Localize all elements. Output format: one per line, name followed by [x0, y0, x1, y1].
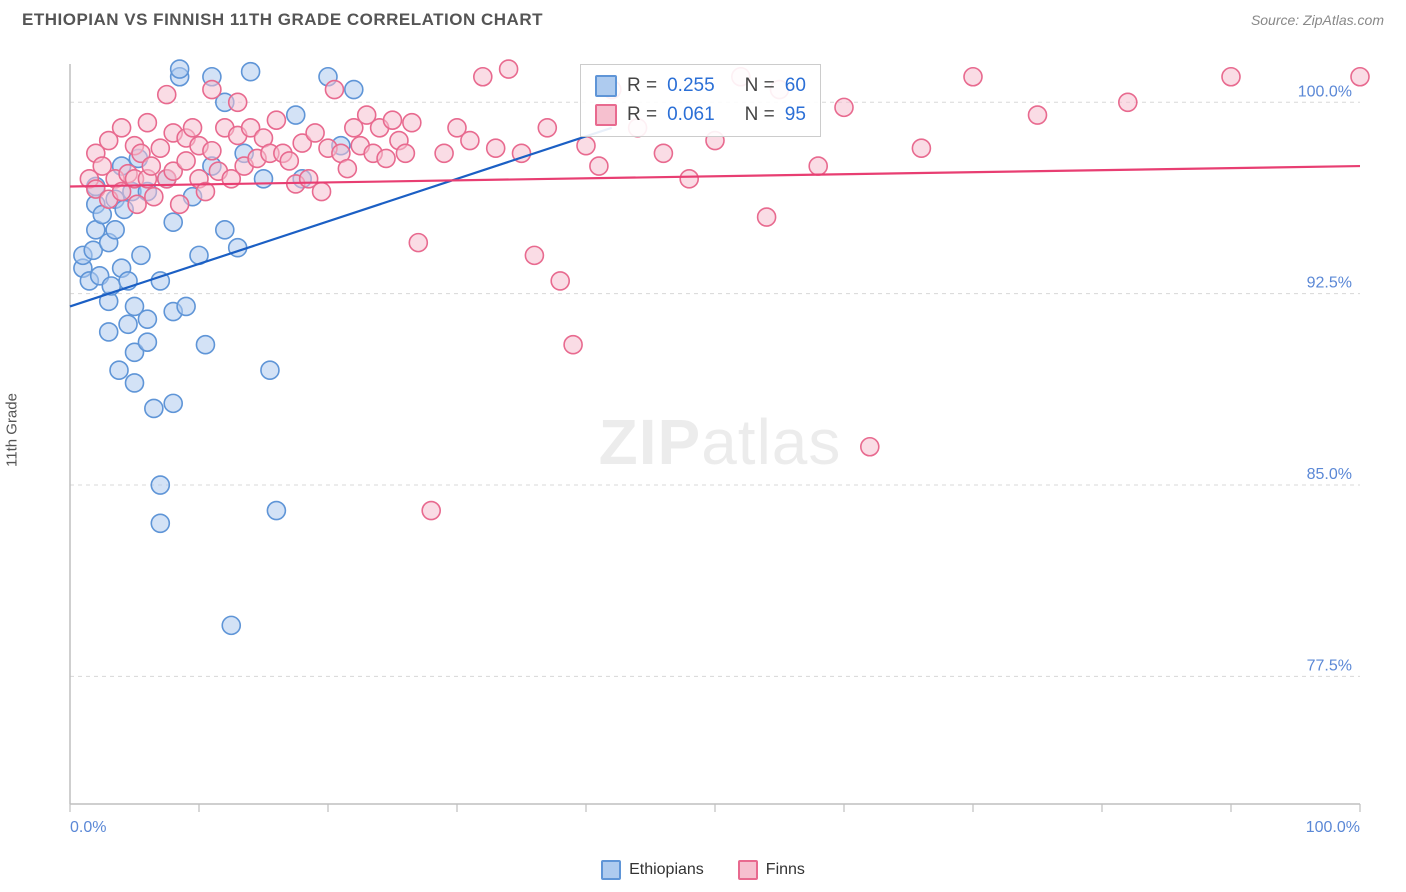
y-axis-label: 11th Grade [4, 393, 21, 467]
legend-item-ethiopians: Ethiopians [601, 860, 704, 880]
legend: Ethiopians Finns [0, 860, 1406, 880]
stats-row-ethiopians: R = 0.255 N = 60 [595, 71, 806, 100]
r-value: 0.061 [667, 100, 715, 129]
n-value: 95 [785, 100, 806, 129]
svg-text:77.5%: 77.5% [1307, 657, 1352, 674]
scatter-plot: 77.5%85.0%92.5%100.0%0.0%100.0% ZIPatlas… [50, 46, 1390, 838]
n-value: 60 [785, 71, 806, 100]
r-label: R = [627, 71, 657, 100]
swatch-finns-icon [738, 860, 758, 880]
legend-label: Ethiopians [629, 861, 704, 879]
legend-item-finns: Finns [738, 860, 805, 880]
swatch-ethiopians-icon [595, 75, 617, 97]
swatch-ethiopians-icon [601, 860, 621, 880]
svg-text:100.0%: 100.0% [1306, 819, 1360, 836]
r-value: 0.255 [667, 71, 715, 100]
n-label: N = [745, 71, 775, 100]
svg-text:100.0%: 100.0% [1298, 83, 1352, 100]
svg-text:0.0%: 0.0% [70, 819, 106, 836]
n-label: N = [745, 100, 775, 129]
r-label: R = [627, 100, 657, 129]
stats-legend: R = 0.255 N = 60 R = 0.061 N = 95 [580, 64, 821, 137]
chart-title: ETHIOPIAN VS FINNISH 11TH GRADE CORRELAT… [22, 10, 543, 30]
svg-text:92.5%: 92.5% [1307, 275, 1352, 292]
legend-label: Finns [766, 861, 805, 879]
swatch-finns-icon [595, 104, 617, 126]
svg-text:85.0%: 85.0% [1307, 466, 1352, 483]
stats-row-finns: R = 0.061 N = 95 [595, 100, 806, 129]
source-label: Source: ZipAtlas.com [1251, 12, 1384, 28]
